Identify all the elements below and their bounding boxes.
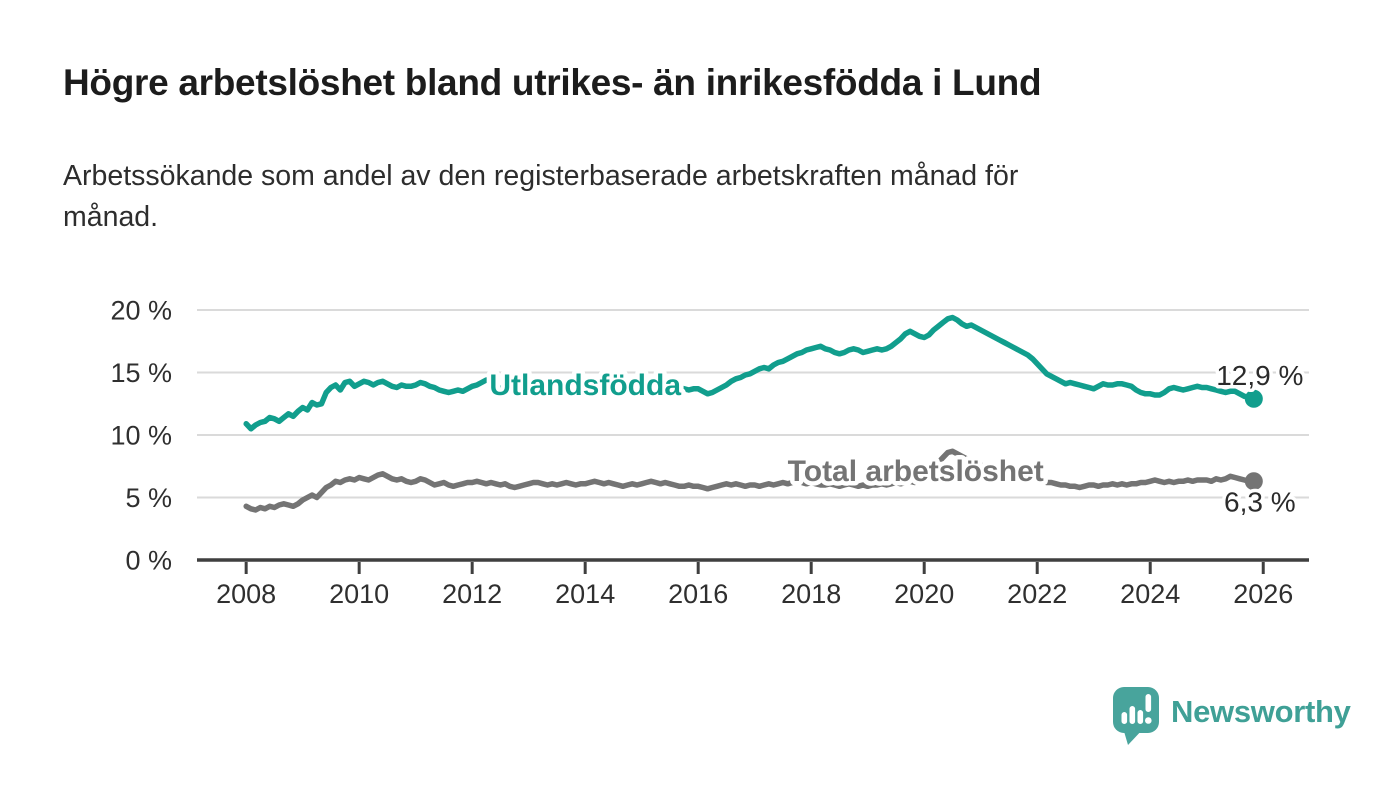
x-axis-label: 2020: [894, 579, 954, 609]
y-axis-label: 15 %: [110, 358, 172, 388]
newsworthy-wordmark: Newsworthy: [1171, 693, 1351, 729]
chart-title: Högre arbetslöshet bland utrikes- än inr…: [63, 62, 1042, 103]
chart-subtitle: Arbetssökande som andel av den registerb…: [63, 156, 1018, 238]
series-end-dot: [1244, 472, 1263, 491]
x-axis-label: 2016: [668, 579, 728, 609]
series-end-value-label: 6,3 %: [1224, 486, 1296, 517]
line-chart: 0 % 5 % 10 % 15 % 20 % 2008 2010 2012 2014 2016 20…: [110, 295, 1309, 609]
x-axis-label: 2010: [329, 579, 389, 609]
x-axis-label: 2018: [781, 579, 841, 609]
x-axis-label: 2014: [555, 579, 615, 609]
chart-subtitle-line-2: månad.: [63, 201, 159, 233]
series-line: [243, 448, 1257, 513]
y-axis-label: 5 %: [125, 483, 172, 513]
x-axis-label: 2008: [216, 579, 276, 609]
y-axis-label: 20 %: [110, 295, 172, 325]
x-axis-label: 2022: [1007, 579, 1067, 609]
chart-subtitle-line-1: Arbetssökande som andel av den registerb…: [63, 160, 1019, 192]
y-axis-label: 0 %: [125, 545, 172, 575]
series-name-label: Utlandsfödda: [489, 369, 681, 402]
y-axis-label: 10 %: [110, 420, 172, 450]
series-line: [243, 314, 1257, 432]
x-axis-label: 2024: [1120, 579, 1180, 609]
series-name-label: Total arbetslöshet: [788, 455, 1044, 488]
series-end-value-label: 12,9 %: [1216, 360, 1303, 391]
newsworthy-icon: [1113, 687, 1159, 745]
series-end-dot: [1244, 389, 1263, 408]
newsworthy-logo: Newsworthy: [1112, 686, 1351, 747]
x-axis-label: 2012: [442, 579, 502, 609]
x-axis-label: 2026: [1233, 579, 1293, 609]
